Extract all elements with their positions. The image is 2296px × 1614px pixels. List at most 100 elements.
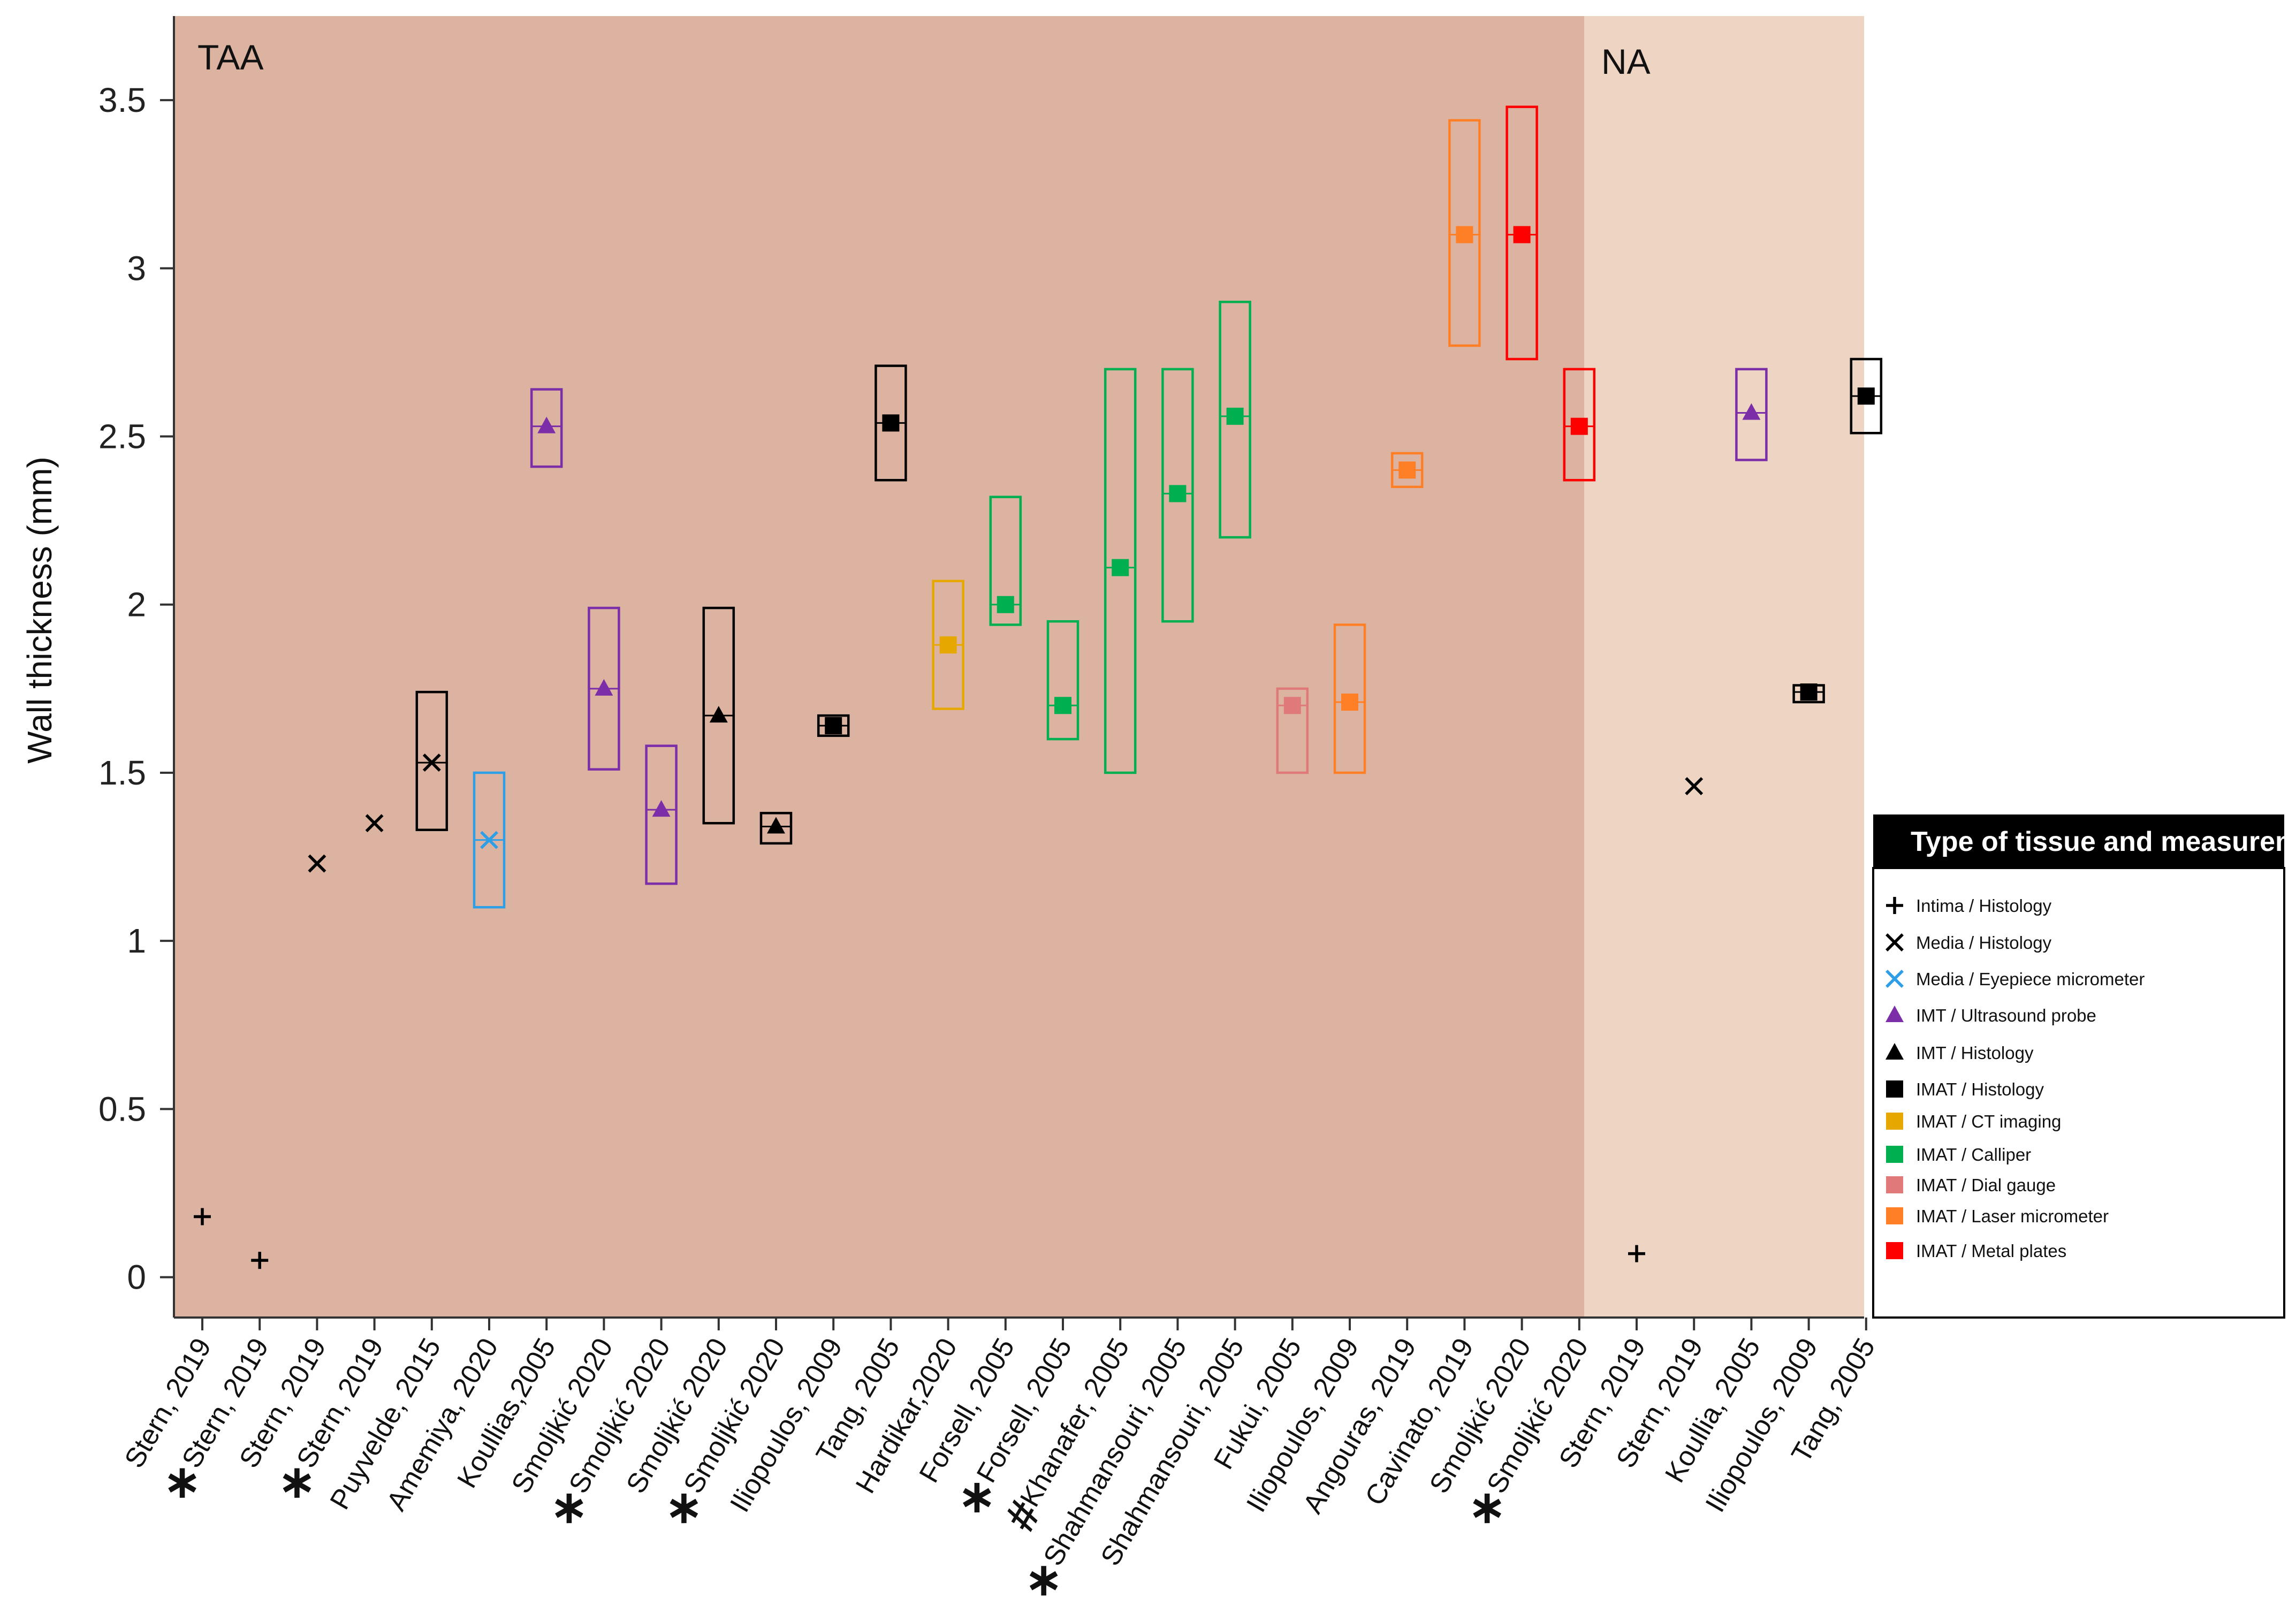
- data-point: [1513, 226, 1531, 243]
- range-box: [1276, 687, 1309, 774]
- legend-marker: [1886, 1207, 1903, 1224]
- legend-entry-label: IMAT / Metal plates: [1916, 1241, 2066, 1261]
- data-point: [997, 596, 1014, 613]
- legend-entry-label: Media / Eyepiece micrometer: [1916, 969, 2145, 989]
- legend-marker: [1886, 1043, 1904, 1060]
- legend-marker: [1886, 1006, 1904, 1022]
- range-box: [1046, 620, 1079, 741]
- legend-box: [1872, 867, 2285, 1319]
- legend-entry-label: IMAT / Dial gauge: [1916, 1175, 2056, 1195]
- data-point: [365, 814, 384, 833]
- data-point: [194, 1208, 211, 1225]
- region-labels: TAA NA: [197, 37, 1651, 81]
- legend-marker: [1886, 1146, 1903, 1163]
- legend-title: Type of tissue and measurement: [1911, 826, 2296, 857]
- range-box: [989, 496, 1022, 626]
- data-point: [825, 717, 842, 734]
- y-axis-label: Wall thickness (mm): [20, 456, 59, 764]
- data-point: [1226, 407, 1244, 425]
- y-tick-label: 2: [127, 585, 146, 624]
- region-label-na: NA: [1601, 42, 1651, 81]
- data-point: [595, 679, 613, 696]
- y-tick-label: 3: [127, 249, 146, 287]
- legend-entry: IMAT / Dial gauge: [1886, 1175, 2056, 1195]
- y-tick-label: 0: [127, 1258, 146, 1297]
- legend-entry: IMAT / Histology: [1886, 1079, 2044, 1099]
- legend-entry-label: IMT / Histology: [1916, 1043, 2034, 1063]
- legend-entry-label: Media / Histology: [1916, 933, 2052, 953]
- range-box: [1104, 368, 1137, 774]
- range-box: [1735, 368, 1768, 461]
- range-box: [759, 812, 793, 845]
- range-box: [1448, 119, 1481, 347]
- data-point: [939, 636, 957, 654]
- y-tick-label: 0.5: [98, 1090, 146, 1128]
- legend-marker: [1886, 1242, 1903, 1259]
- legend-entry: IMT / Histology: [1886, 1043, 2034, 1063]
- data-point: [1742, 403, 1761, 420]
- legend-marker: [1886, 1113, 1903, 1130]
- data-point: [1341, 693, 1358, 711]
- legend-entry-label: IMAT / Calliper: [1916, 1145, 2031, 1164]
- region-na: [1584, 16, 1864, 1318]
- data-point: [1283, 697, 1301, 714]
- range-box: [1333, 623, 1366, 774]
- legend-entry: Media / Eyepiece micrometer: [1886, 969, 2145, 989]
- region-backgrounds: [174, 16, 1864, 1318]
- legend-entry-label: IMT / Ultrasound probe: [1916, 1006, 2096, 1025]
- data-point: [767, 817, 785, 834]
- range-box: [1506, 105, 1538, 361]
- range-box: [645, 744, 678, 885]
- data-point: [1398, 461, 1416, 479]
- legend-entry: Intima / Histology: [1886, 896, 2052, 916]
- legend-entry: IMAT / Calliper: [1886, 1145, 2031, 1164]
- legend-title-bar: [1873, 814, 2284, 868]
- data-point: [1685, 777, 1704, 796]
- region-taa: [174, 16, 1584, 1318]
- range-box: [530, 388, 563, 468]
- data-point: [1628, 1245, 1645, 1262]
- data-markers: [194, 226, 1875, 1269]
- y-tick-label: 1: [127, 922, 146, 960]
- legend-marker: [1886, 970, 1904, 988]
- range-box: [1161, 368, 1194, 623]
- data-point: [1054, 697, 1071, 714]
- y-tick-label: 2.5: [98, 417, 146, 456]
- legend-entry: IMAT / CT imaging: [1886, 1111, 2061, 1131]
- legend-marker: [1886, 1080, 1903, 1098]
- data-point: [1456, 226, 1473, 243]
- data-point: [1570, 417, 1588, 435]
- data-point: [1857, 387, 1875, 405]
- y-tick-label: 1.5: [98, 753, 146, 792]
- region-label-taa: TAA: [197, 37, 263, 77]
- legend: Type of tissue and measurement Intima / H…: [1872, 814, 2296, 1319]
- data-point: [251, 1252, 269, 1269]
- legend-entry: IMT / Ultrasound probe: [1886, 1006, 2096, 1025]
- data-point: [652, 800, 671, 817]
- legend-marker: [1886, 897, 1903, 914]
- range-box: [1219, 300, 1251, 539]
- data-point: [1112, 559, 1129, 576]
- legend-entry: Media / Histology: [1886, 933, 2052, 953]
- y-tick-label: 3.5: [98, 81, 146, 119]
- data-point: [882, 414, 900, 432]
- legend-entry-label: IMAT / Histology: [1916, 1079, 2044, 1099]
- legend-entry-label: IMAT / Laser micrometer: [1916, 1206, 2109, 1226]
- data-point: [1169, 485, 1187, 503]
- legend-entry-label: IMAT / CT imaging: [1916, 1111, 2061, 1131]
- legend-marker: [1886, 1176, 1903, 1193]
- data-point: [709, 706, 728, 723]
- range-box: [415, 690, 448, 832]
- legend-entry: IMAT / Metal plates: [1886, 1241, 2066, 1261]
- data-point: [422, 753, 441, 772]
- data-point: [308, 854, 326, 873]
- legend-entry-label: Intima / Histology: [1916, 896, 2052, 916]
- y-axis: 0 0.5 1 1.5 2 2.5 3 3.5: [98, 16, 175, 1318]
- data-point: [1800, 683, 1818, 701]
- data-point: [537, 416, 556, 433]
- data-point: [480, 831, 498, 849]
- legend-marker: [1886, 933, 1904, 951]
- legend-entry: IMAT / Laser micrometer: [1886, 1206, 2109, 1226]
